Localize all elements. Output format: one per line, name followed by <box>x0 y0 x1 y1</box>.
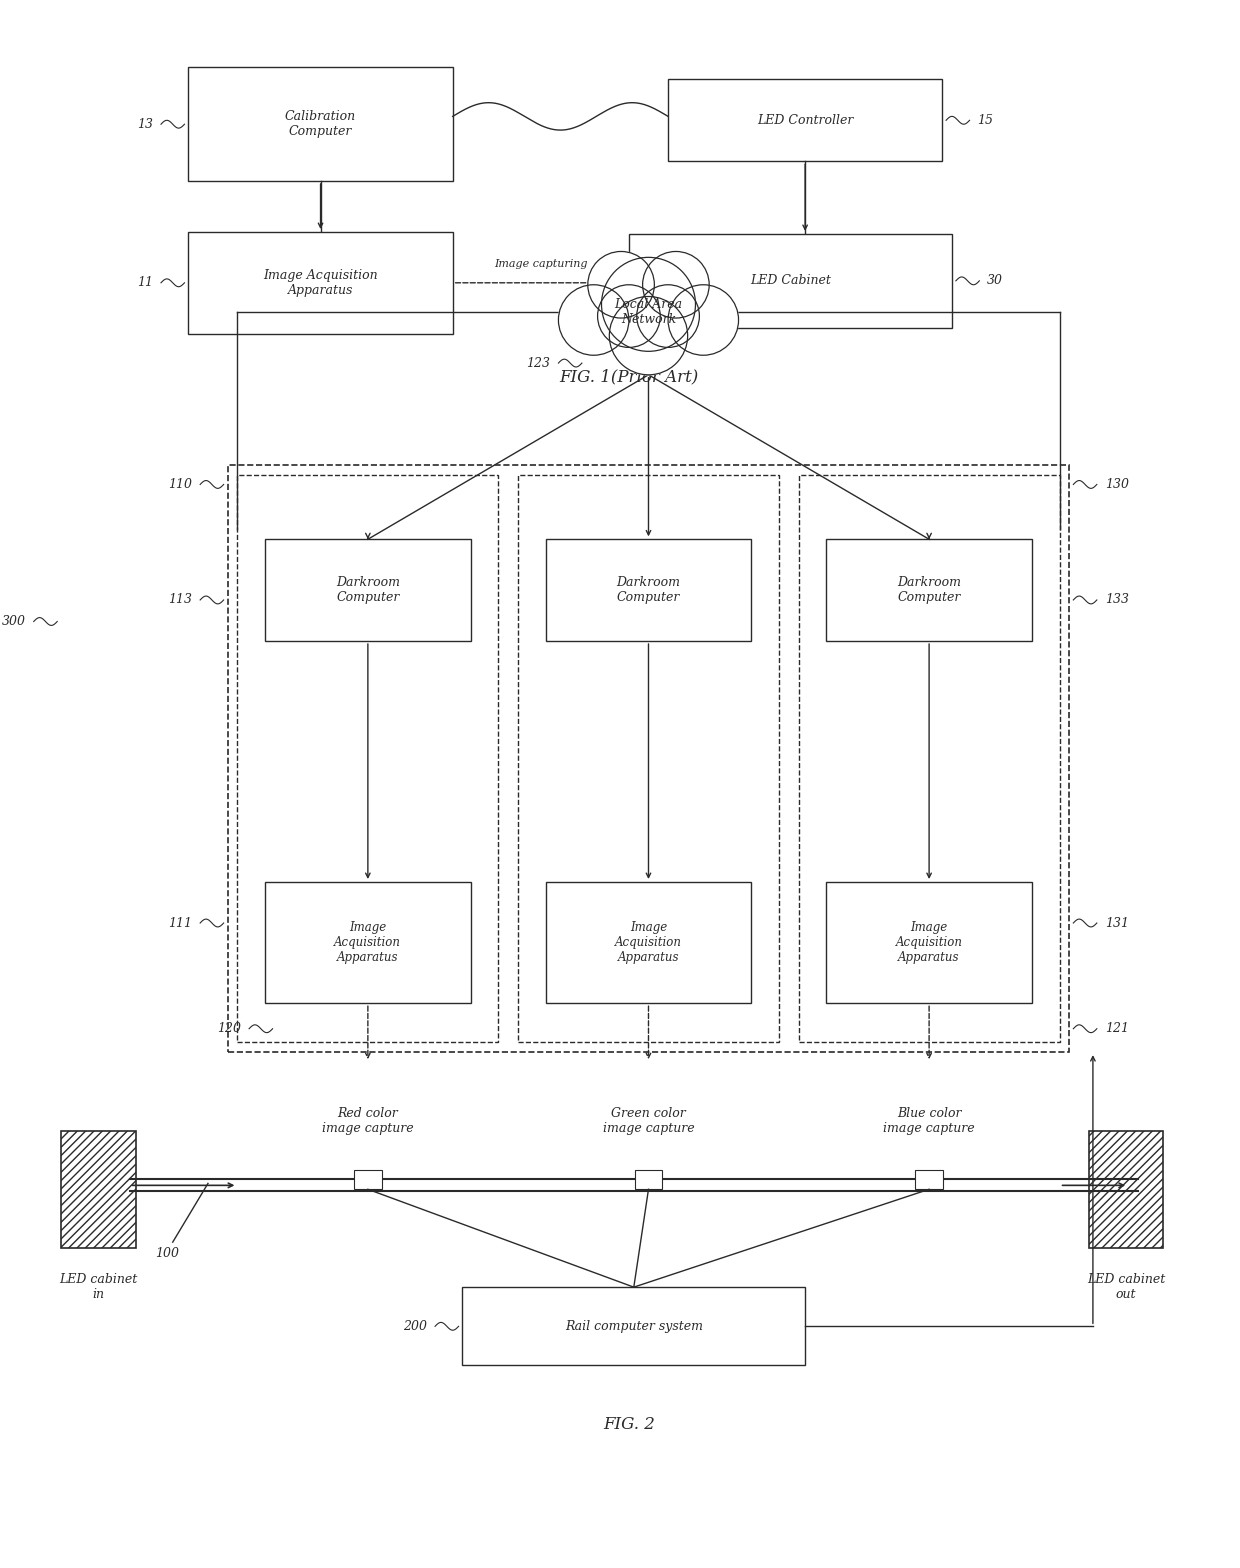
Text: 200: 200 <box>403 1320 428 1333</box>
Bar <box>826 881 1032 1004</box>
Text: LED cabinet
out: LED cabinet out <box>1087 1273 1166 1301</box>
Text: 100: 100 <box>155 1248 179 1261</box>
Circle shape <box>598 285 660 348</box>
Text: 120: 120 <box>217 1022 242 1035</box>
Bar <box>237 475 498 1043</box>
Bar <box>546 881 751 1004</box>
Text: LED cabinet
in: LED cabinet in <box>60 1273 138 1301</box>
Text: Darkroom
Computer: Darkroom Computer <box>336 575 399 604</box>
Text: 131: 131 <box>1105 917 1128 930</box>
Text: Rail computer system: Rail computer system <box>564 1320 703 1333</box>
Circle shape <box>609 296 688 375</box>
Text: Darkroom
Computer: Darkroom Computer <box>616 575 681 604</box>
Bar <box>265 539 471 641</box>
Bar <box>1089 1131 1163 1248</box>
Bar <box>61 1131 135 1248</box>
Text: Image
Acquisition
Apparatus: Image Acquisition Apparatus <box>615 920 682 964</box>
Text: 133: 133 <box>1105 593 1128 607</box>
Text: LED Cabinet: LED Cabinet <box>750 274 831 287</box>
Bar <box>668 80 942 162</box>
Circle shape <box>601 257 696 351</box>
Circle shape <box>558 285 629 356</box>
Bar <box>518 475 779 1043</box>
Text: Local Area
Network: Local Area Network <box>615 298 682 326</box>
Text: 300: 300 <box>2 615 26 629</box>
Bar <box>228 464 1069 1052</box>
Circle shape <box>637 285 699 348</box>
Circle shape <box>642 251 709 318</box>
Bar <box>629 234 952 328</box>
Text: 13: 13 <box>138 118 154 130</box>
Text: 15: 15 <box>977 114 993 127</box>
Text: FIG. 1(Prior Art): FIG. 1(Prior Art) <box>559 368 698 386</box>
Text: Blue color
image capture: Blue color image capture <box>883 1107 975 1135</box>
Text: 11: 11 <box>138 276 154 290</box>
Text: 113: 113 <box>169 593 192 607</box>
Text: 123: 123 <box>527 356 551 370</box>
Circle shape <box>588 251 655 318</box>
Text: Image
Acquisition
Apparatus: Image Acquisition Apparatus <box>895 920 962 964</box>
Text: Calibration
Computer: Calibration Computer <box>285 110 356 138</box>
Text: 121: 121 <box>1105 1022 1128 1035</box>
Bar <box>188 67 453 180</box>
Text: LED Controller: LED Controller <box>756 114 853 127</box>
Text: Green color
image capture: Green color image capture <box>603 1107 694 1135</box>
Bar <box>355 1170 382 1189</box>
Text: 130: 130 <box>1105 478 1128 491</box>
Text: Red color
image capture: Red color image capture <box>322 1107 414 1135</box>
Text: Darkroom
Computer: Darkroom Computer <box>897 575 961 604</box>
Circle shape <box>668 285 739 356</box>
Bar <box>188 232 453 334</box>
Text: 110: 110 <box>169 478 192 491</box>
Bar <box>635 1170 662 1189</box>
Bar <box>463 1287 805 1366</box>
Text: Image Acquisition
Apparatus: Image Acquisition Apparatus <box>263 268 378 296</box>
Text: FIG. 2: FIG. 2 <box>603 1416 655 1433</box>
Bar <box>826 539 1032 641</box>
Text: Image
Acquisition
Apparatus: Image Acquisition Apparatus <box>335 920 402 964</box>
Bar <box>799 475 1060 1043</box>
Bar <box>265 881 471 1004</box>
Bar <box>915 1170 942 1189</box>
Text: 111: 111 <box>169 917 192 930</box>
Text: 30: 30 <box>987 274 1003 287</box>
Text: Image capturing: Image capturing <box>494 259 588 270</box>
Bar <box>546 539 751 641</box>
